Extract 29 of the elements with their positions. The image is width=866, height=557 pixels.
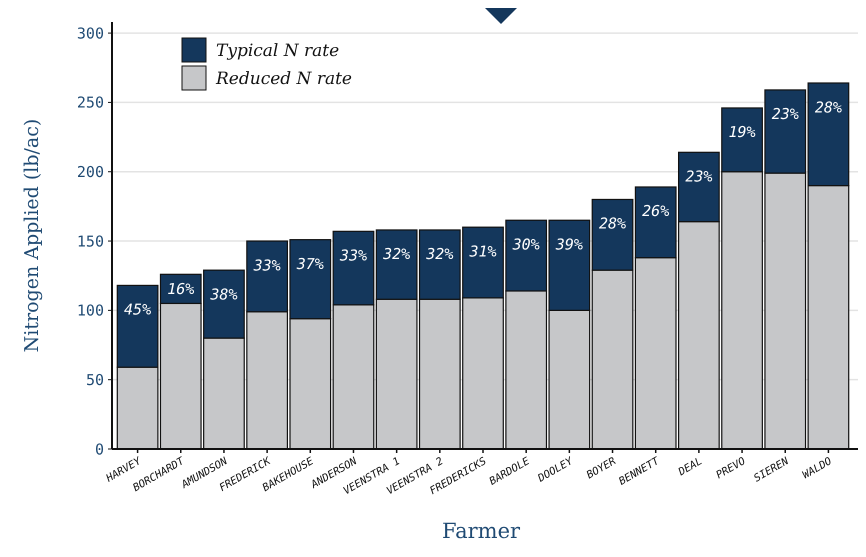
- y-tick-label: 0: [94, 440, 104, 458]
- annotation: 33%: [338, 246, 368, 265]
- annotation: 39%: [554, 236, 583, 254]
- annotation: 45%: [124, 300, 152, 319]
- x-axis-title: Farmer: [442, 519, 521, 543]
- legend-label: Typical N rate: [216, 40, 340, 61]
- y-tick-label: 250: [76, 94, 104, 112]
- x-tick-label: DEAL: [676, 455, 704, 479]
- annotation: 23%: [685, 168, 712, 186]
- y-tick-label: 200: [76, 162, 104, 181]
- annotation: 16%: [167, 280, 194, 298]
- y-tick-label: 100: [76, 302, 104, 320]
- annotation: 31%: [468, 242, 497, 260]
- annotation: 38%: [209, 285, 238, 304]
- annotation: 26%: [642, 202, 670, 220]
- y-tick-label: 300: [76, 24, 104, 42]
- annotation: 33%: [252, 256, 281, 274]
- y-axis-title: Nitrogen Applied (lb/ac): [21, 118, 43, 352]
- annotation: 32%: [425, 245, 454, 264]
- y-tick-label: 150: [76, 232, 104, 250]
- annotation: 37%: [296, 254, 324, 273]
- annotation: 32%: [382, 245, 410, 264]
- annotation: 23%: [772, 105, 799, 124]
- annotation: 28%: [814, 98, 842, 116]
- y-tick-label: 50: [86, 370, 104, 389]
- annotation: 30%: [512, 236, 540, 254]
- annotation: 19%: [728, 123, 756, 142]
- annotation: 28%: [598, 214, 626, 233]
- legend-label: Reduced N rate: [215, 68, 352, 89]
